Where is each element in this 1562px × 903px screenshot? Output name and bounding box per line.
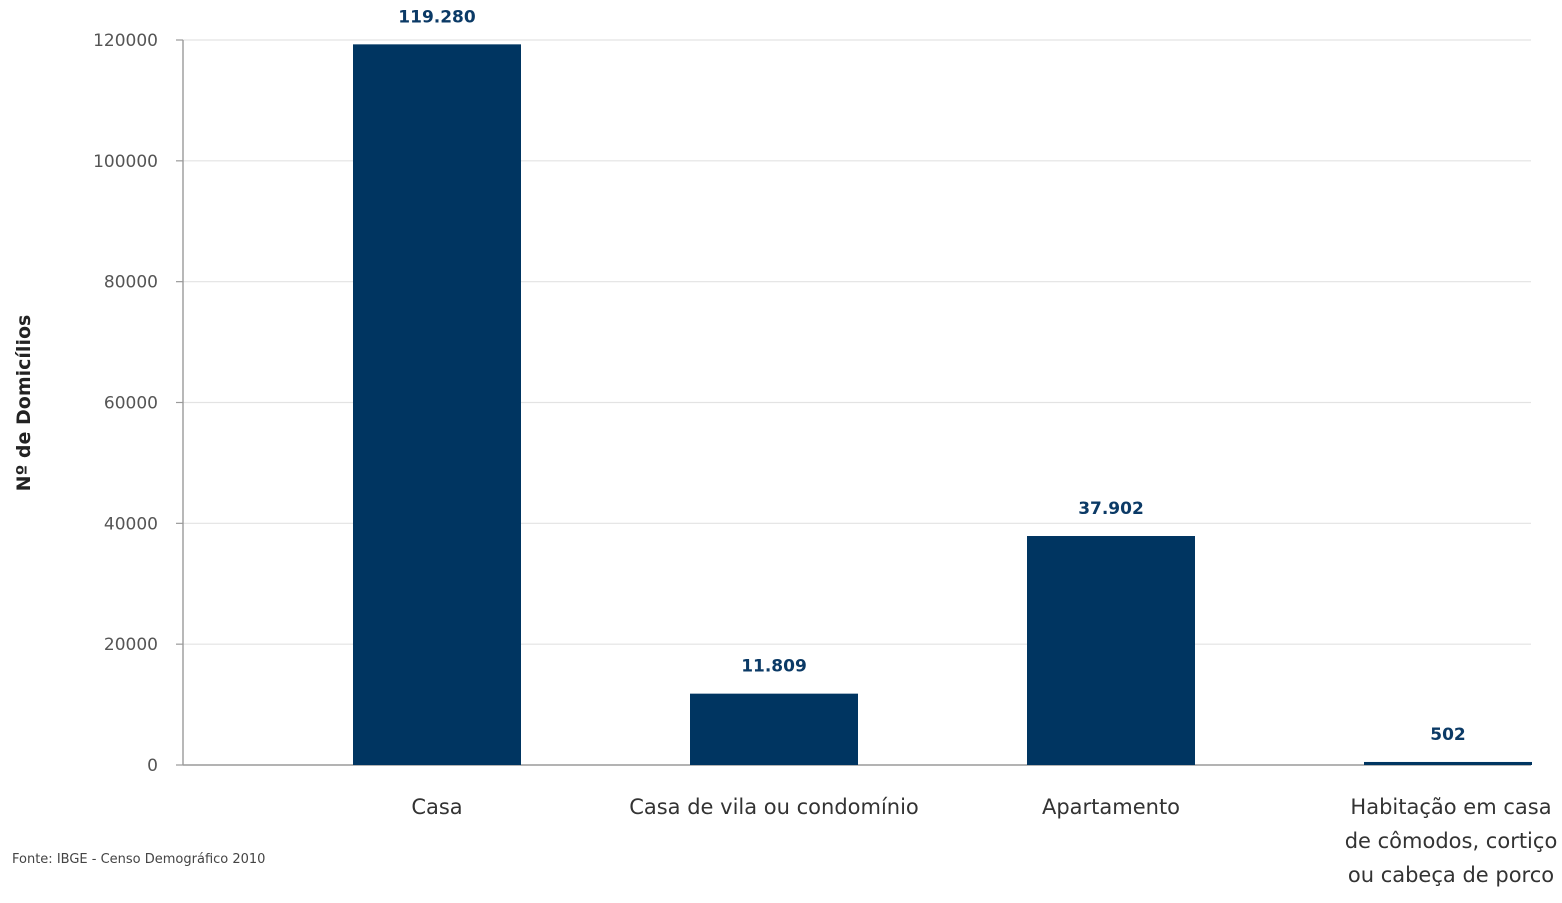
x-category-label: Casa de vila ou condomínio <box>629 795 919 819</box>
category-labels: Casa Casa de vila ou condomínio Apartament… <box>411 795 1557 887</box>
data-label: 119.280 <box>398 7 476 27</box>
data-label: 37.902 <box>1078 499 1144 519</box>
y-tick-label: 100000 <box>93 152 158 172</box>
y-tick-label: 60000 <box>104 394 158 414</box>
y-tick-label: 0 <box>147 756 158 776</box>
bar <box>353 44 521 766</box>
source-note: Fonte: IBGE - Censo Demográfico 2010 <box>12 852 266 867</box>
y-tick-label: 40000 <box>104 514 158 534</box>
axes: 0 20000 40000 60000 80000 100000 120000 <box>93 31 1531 776</box>
bar <box>690 693 858 765</box>
x-category-label: Habitação em casa <box>1350 795 1551 819</box>
bar <box>1364 761 1532 765</box>
bar <box>1027 536 1195 765</box>
data-label: 11.809 <box>741 657 807 677</box>
x-category-label: de cômodos, cortiço <box>1345 829 1558 853</box>
data-label: 502 <box>1430 725 1466 745</box>
bars <box>353 44 1532 766</box>
y-tick-label: 120000 <box>93 31 158 51</box>
x-category-label: ou cabeça de porco <box>1348 863 1554 887</box>
x-category-label: Apartamento <box>1042 795 1180 819</box>
y-tick-label: 80000 <box>104 273 158 293</box>
y-tick-label: 20000 <box>104 635 158 655</box>
y-axis-title: Nº de Domicílios <box>13 315 35 492</box>
x-category-label: Casa <box>411 795 462 819</box>
data-labels: 119.280 11.809 37.902 502 <box>398 7 1465 745</box>
